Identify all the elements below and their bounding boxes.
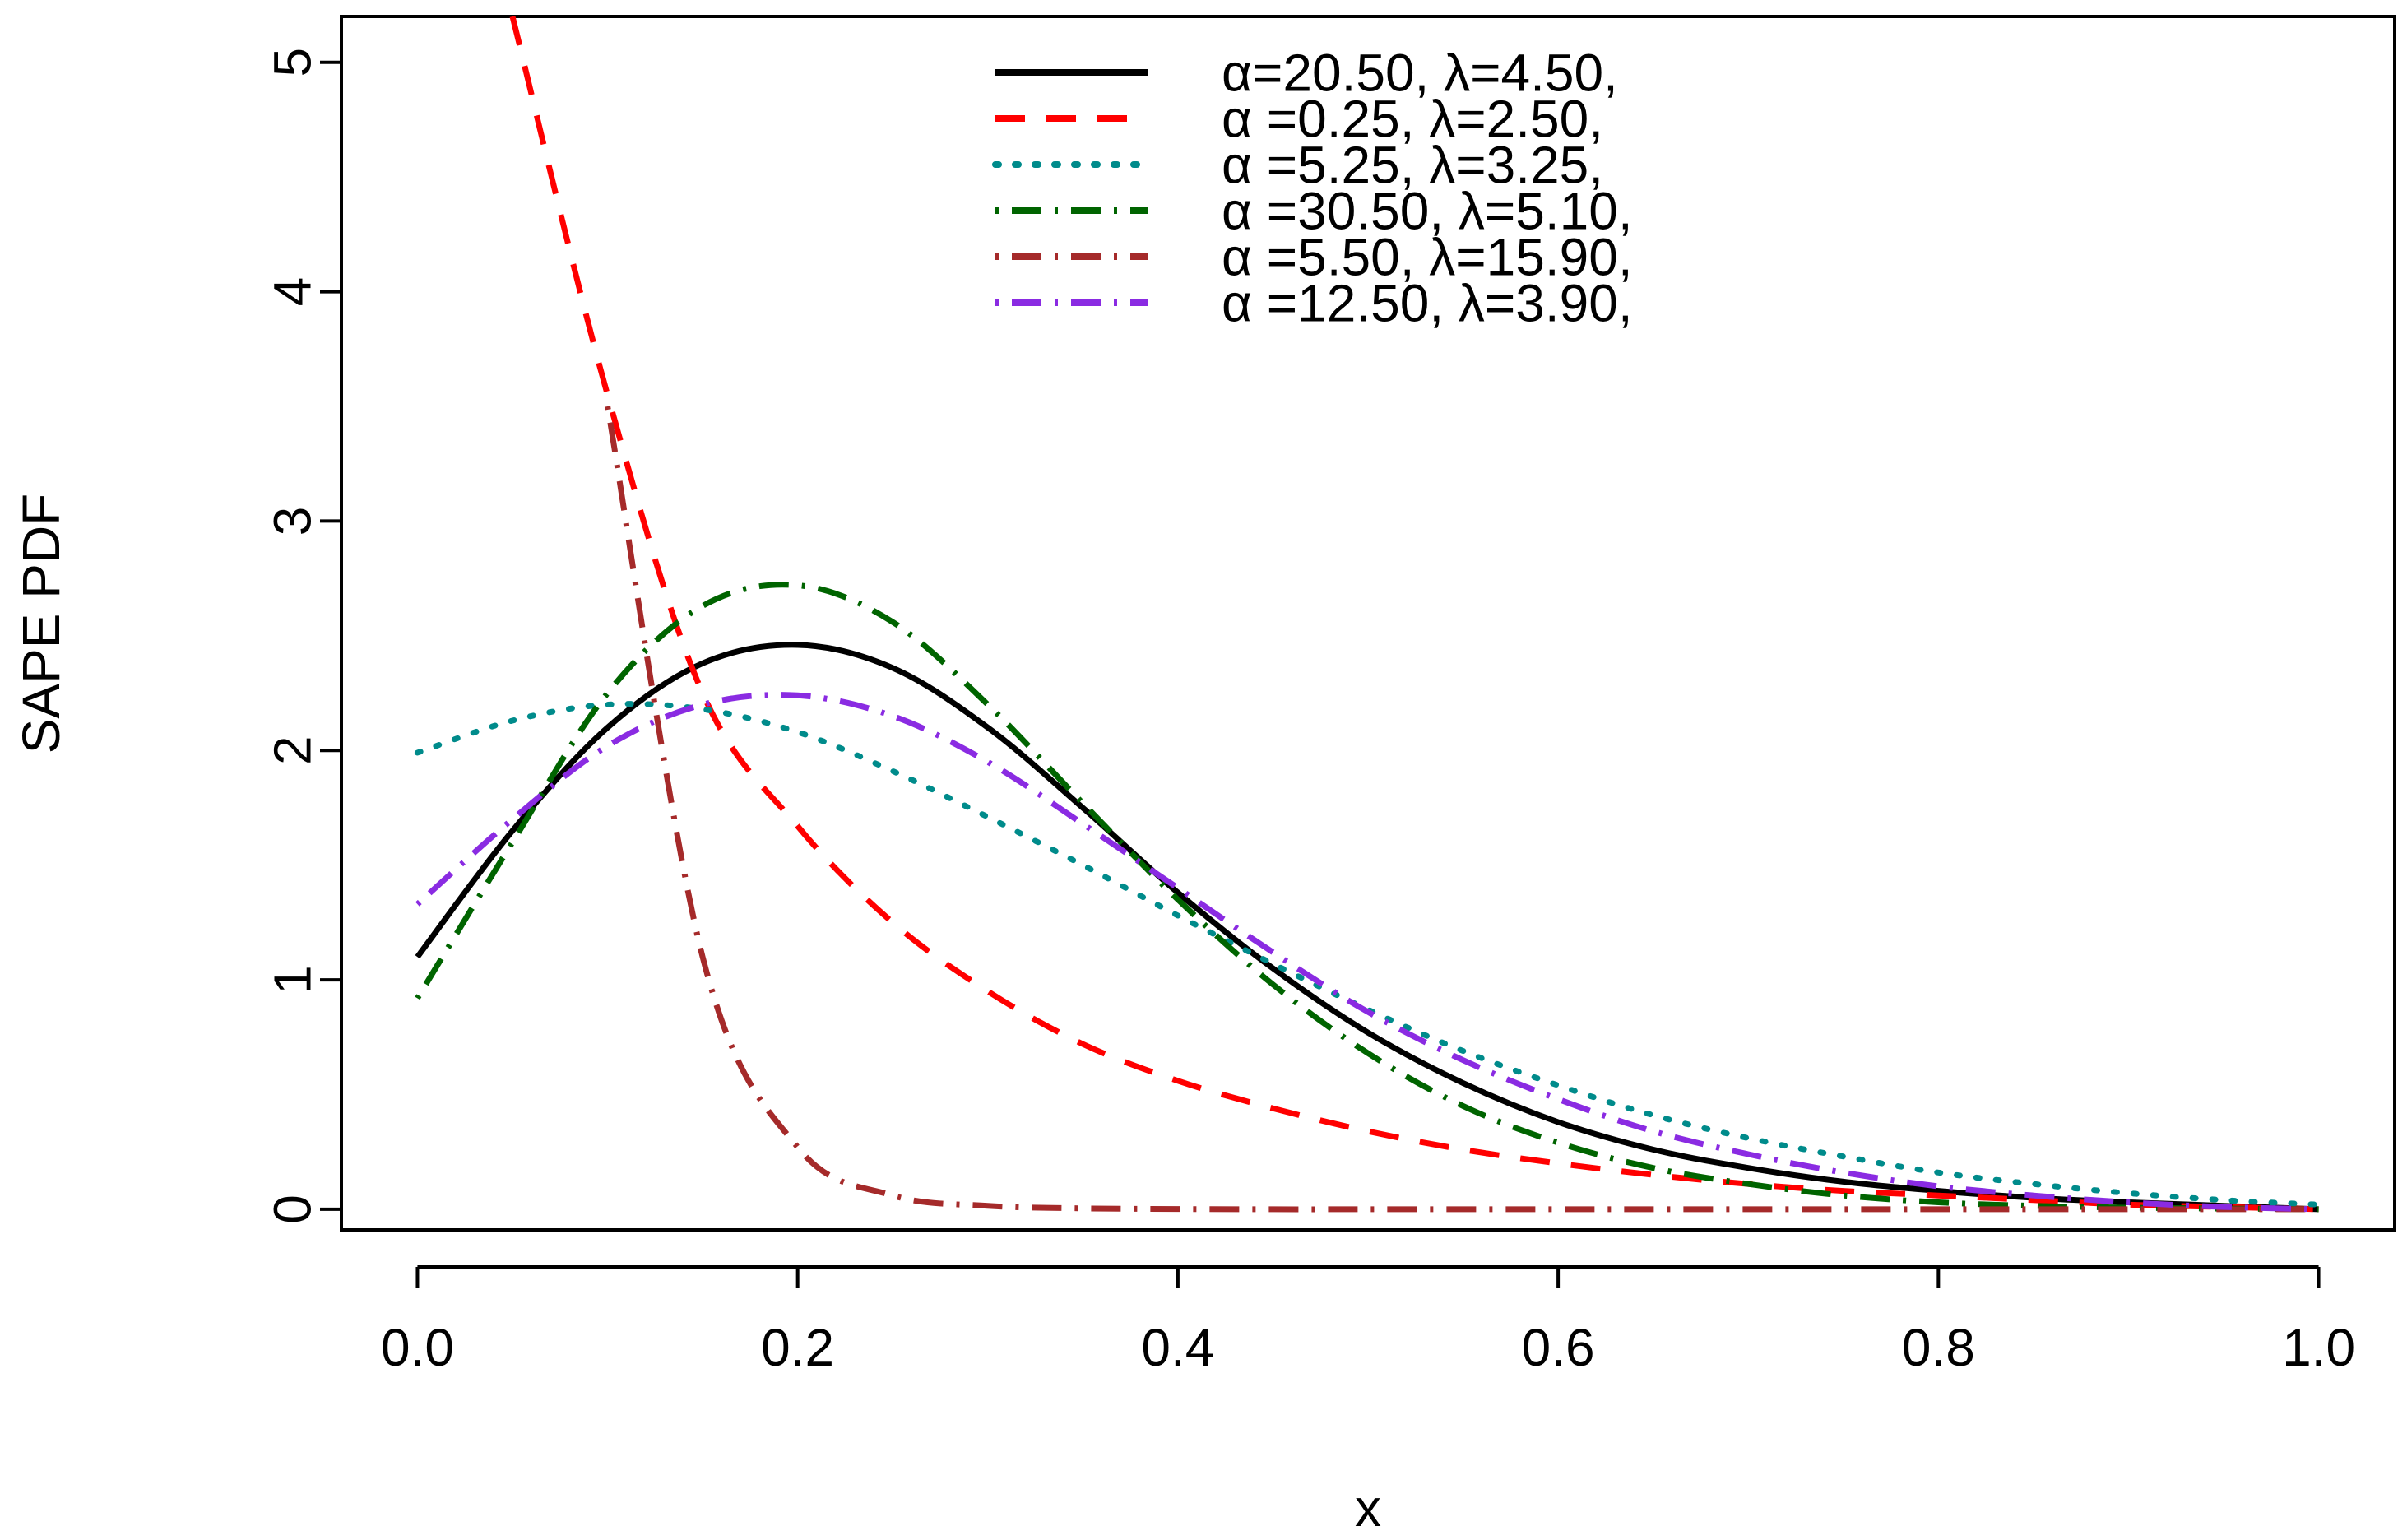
legend-label-2: α =0.25, λ=2.50, <box>1222 89 1603 148</box>
y-tick-label: 4 <box>262 277 322 307</box>
legend-label-5: α =5.50, λ=15.90, <box>1222 227 1633 286</box>
x-tick-label: 1.0 <box>2282 1318 2355 1377</box>
series-layer <box>414 16 2322 1213</box>
legend: α=20.50, λ=4.50,α =0.25, λ=2.50,α =5.25,… <box>992 43 1633 332</box>
x-tick-label: 0.8 <box>1902 1318 1975 1377</box>
x-axis: 0.0 0.2 0.4 0.6 0.8 1.0 <box>381 1265 2355 1377</box>
x-axis-label: x <box>1355 1478 1381 1538</box>
x-tick-label: 0.4 <box>1141 1318 1214 1377</box>
y-tick-label: 2 <box>262 735 322 765</box>
series-line-2 <box>509 16 2319 1213</box>
x-tick-label: 0.0 <box>381 1318 454 1377</box>
legend-label-3: α =5.25, λ=3.25, <box>1222 135 1603 194</box>
y-tick-label: 3 <box>262 507 322 536</box>
series-line-1 <box>415 642 2319 1213</box>
series-line-6 <box>415 692 2319 1213</box>
legend-label-6: α =12.50, λ=3.90, <box>1222 273 1633 332</box>
legend-label-4: α =30.50, λ=5.10, <box>1222 181 1633 240</box>
x-tick-label: 0.6 <box>1522 1318 1595 1377</box>
y-axis: 0 1 2 3 4 5 <box>262 48 343 1224</box>
legend-label-1: α=20.50, λ=4.50, <box>1222 43 1618 102</box>
y-axis-label: SAPE PDF <box>12 494 71 754</box>
x-tick-label: 0.2 <box>761 1318 834 1377</box>
y-tick-label: 0 <box>262 1194 322 1224</box>
series-line-5 <box>605 406 2319 1213</box>
y-tick-label: 5 <box>262 48 322 77</box>
y-tick-label: 1 <box>262 965 322 995</box>
